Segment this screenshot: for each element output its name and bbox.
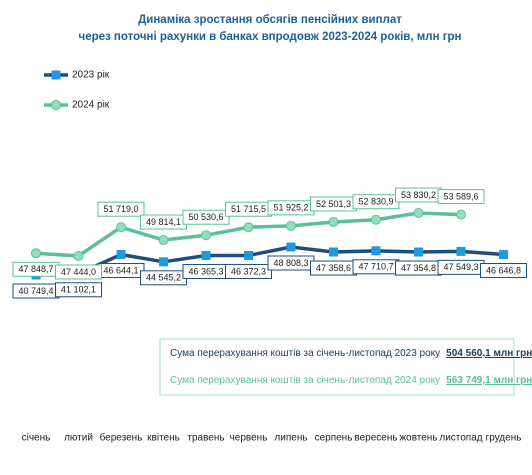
value-label: 46 372,3 xyxy=(231,266,266,276)
summary-text: Сума перерахування коштів за січень-лист… xyxy=(170,348,532,359)
summary-amount: 563 749,1 млн грн xyxy=(446,375,532,386)
value-label: 47 358,6 xyxy=(316,263,351,273)
marker xyxy=(456,246,466,256)
value-label-box xyxy=(55,282,102,298)
marker xyxy=(286,220,296,231)
value-label-box xyxy=(225,263,272,279)
value-label: 47 444,0 xyxy=(61,267,96,277)
marker xyxy=(201,230,211,241)
x-tick-label: січень xyxy=(22,433,51,444)
value-label-box xyxy=(182,209,230,225)
series-line xyxy=(35,211,462,258)
marker xyxy=(158,235,169,246)
value-label-box xyxy=(437,189,485,205)
value-label: 49 814,1 xyxy=(146,217,181,227)
marker xyxy=(243,222,254,233)
value-label: 40 749,4 xyxy=(18,286,53,296)
value-label: 46 365,3 xyxy=(188,266,223,276)
summary-label: Сума перерахування коштів за січень-лист… xyxy=(170,348,440,359)
summary-label: Сума перерахування коштів за січень-лист… xyxy=(170,375,440,386)
x-tick-label: вересень xyxy=(354,433,397,444)
value-label: 44 545,2 xyxy=(146,273,181,283)
value-label: 51 925,2 xyxy=(273,203,308,213)
marker xyxy=(244,250,253,260)
marker xyxy=(328,216,339,227)
marker xyxy=(73,251,84,261)
x-tick-label: липень xyxy=(274,433,307,444)
x-tick-label: березень xyxy=(100,432,143,444)
marker xyxy=(329,247,338,257)
x-tick-label: серпень xyxy=(315,433,353,444)
marker xyxy=(51,100,61,110)
marker xyxy=(414,247,423,257)
marker xyxy=(286,242,296,252)
value-label: 52 501,3 xyxy=(316,199,351,209)
value-label: 52 830,9 xyxy=(358,197,393,207)
series-line xyxy=(35,245,504,277)
marker xyxy=(371,246,381,256)
value-label: 53 589,6 xyxy=(443,191,478,201)
x-tick-label: квітень xyxy=(147,433,180,444)
chart-title: через поточні рахунки в банках впродовж … xyxy=(79,31,462,43)
marker xyxy=(456,209,466,220)
summary-box xyxy=(159,338,515,396)
value-label: 46 646,8 xyxy=(486,265,521,275)
x-tick-label: лютий xyxy=(64,433,93,444)
value-label: 46 644,1 xyxy=(103,265,138,275)
x-tick-label: листопад xyxy=(439,433,482,444)
summary-amount: 504 560,1 млн грн xyxy=(446,348,532,359)
value-label: 51 719,0 xyxy=(103,204,138,214)
value-label: 50 530,6 xyxy=(188,212,223,222)
marker xyxy=(51,70,61,80)
x-tick-label: травень xyxy=(187,433,224,444)
marker xyxy=(116,222,126,233)
value-label: 53 830,2 xyxy=(401,190,436,200)
value-label-box xyxy=(480,263,527,279)
value-label: 41 102,1 xyxy=(61,285,96,295)
value-label-box xyxy=(97,201,145,217)
marker xyxy=(159,257,168,267)
value-label: 47 354,8 xyxy=(401,263,436,273)
x-tick-label: червень xyxy=(230,433,268,444)
legend-label: 2024 рік xyxy=(72,100,110,111)
marker xyxy=(499,250,508,260)
summary-text: Сума перерахування коштів за січень-лист… xyxy=(170,375,532,386)
chart-title: Динаміка зростання обсягів пенсійних вип… xyxy=(138,14,402,26)
value-label: 47 710,7 xyxy=(358,262,393,272)
x-tick-label: грудень xyxy=(486,433,522,444)
legend-label: 2023 рік xyxy=(72,70,110,81)
value-label-box xyxy=(55,264,102,280)
marker xyxy=(201,250,211,260)
value-label: 48 808,3 xyxy=(273,258,308,268)
value-label: 47 549,3 xyxy=(443,262,478,272)
value-label: 51 715,5 xyxy=(231,204,266,214)
marker xyxy=(371,214,381,225)
marker xyxy=(413,208,424,218)
marker xyxy=(116,250,126,260)
x-tick-label: жовтень xyxy=(399,433,437,444)
marker xyxy=(31,248,41,259)
value-label: 47 848,7 xyxy=(18,264,53,274)
